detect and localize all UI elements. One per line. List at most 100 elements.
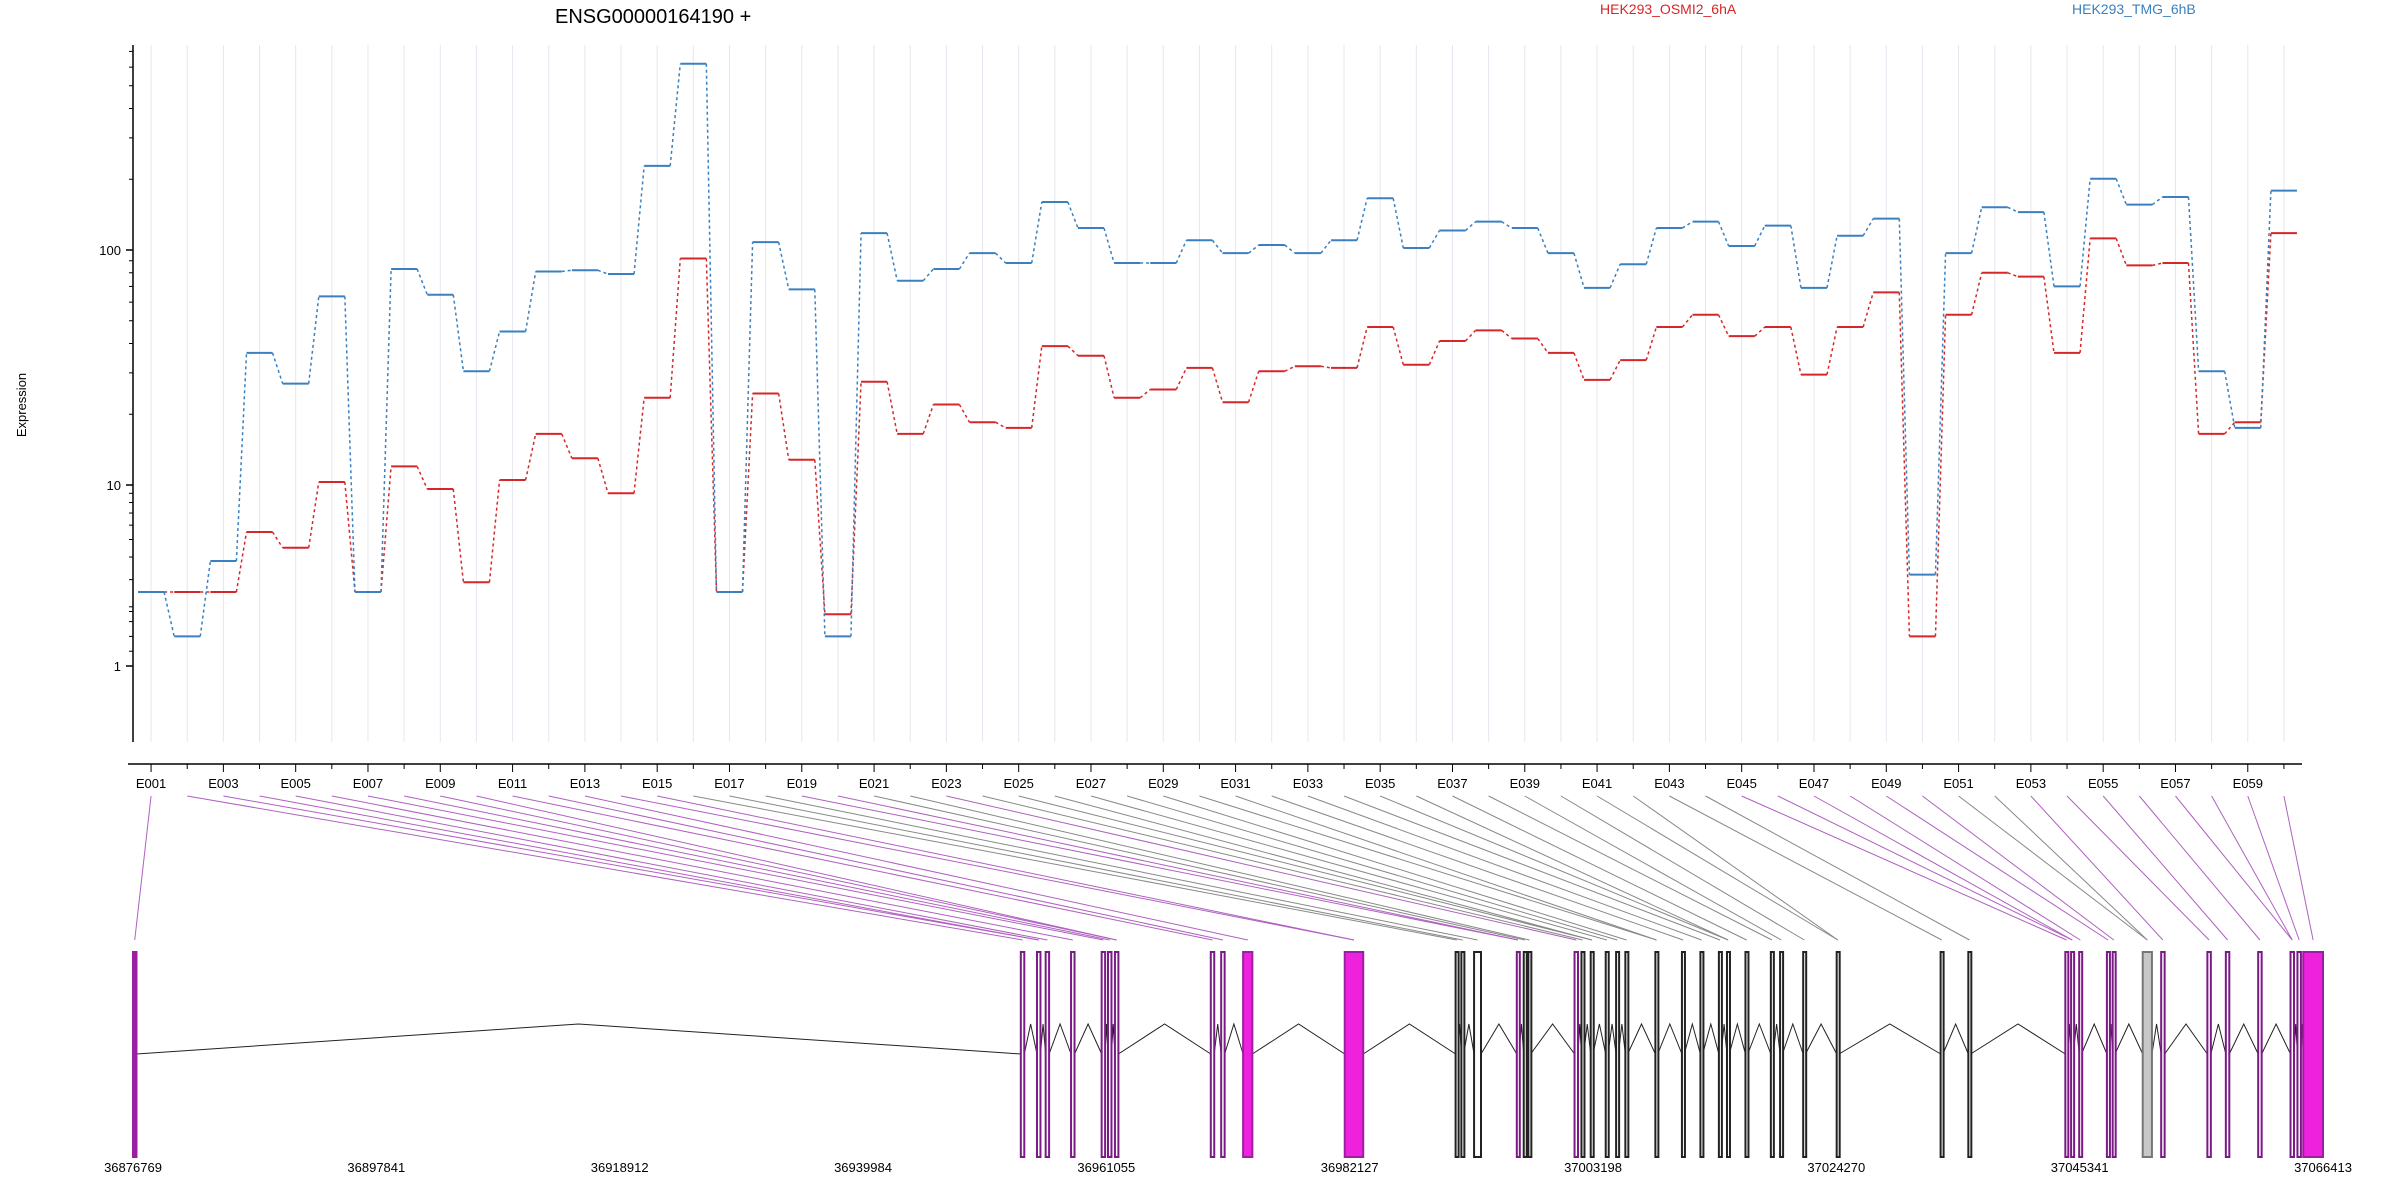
series-connector (1898, 218, 1911, 575)
series-connector (814, 459, 826, 615)
exon-block (1242, 951, 1254, 1158)
series-connector (488, 479, 501, 583)
series-connector (1320, 365, 1332, 369)
series-connector (1501, 329, 1513, 340)
series-connector (1573, 352, 1585, 381)
intron-line (1702, 1022, 1720, 1055)
series-connector (2079, 178, 2091, 287)
series-connector (2079, 238, 2091, 353)
exon-link (1669, 795, 1943, 941)
exon-link (187, 795, 1023, 941)
exon-block (1725, 951, 1731, 1158)
series-connector (1103, 355, 1115, 398)
exon-block (1717, 951, 1723, 1158)
exon-block (1699, 951, 1705, 1158)
exon-block (1779, 951, 1785, 1158)
series-connector (814, 289, 826, 637)
exon-block (1769, 951, 1775, 1158)
exon-link (584, 795, 1248, 941)
series-tmg (138, 62, 2297, 638)
exon-link (367, 795, 1104, 941)
exon-block (1515, 951, 1521, 1158)
series-connector (1248, 244, 1260, 254)
series-osmi2 (138, 232, 2297, 638)
exon-label: E033 (1293, 776, 1323, 791)
exon-link (1379, 795, 1729, 941)
exon-block (2078, 951, 2084, 1158)
series-connector (633, 165, 645, 275)
series-connector (1681, 221, 1693, 229)
exon-link (693, 795, 1457, 941)
exon-block (1220, 951, 1226, 1158)
series-connector (2043, 276, 2055, 353)
intron-line (2151, 1023, 2162, 1055)
intron-line (1747, 1022, 1772, 1055)
exon-link (1488, 795, 1773, 941)
series-connector (1067, 345, 1079, 357)
series-connector (1175, 367, 1188, 390)
exon-link (259, 795, 1039, 941)
exon-link (765, 795, 1478, 941)
series-connector (524, 433, 537, 481)
exon-label: E049 (1871, 776, 1901, 791)
series-connector (561, 433, 573, 459)
series-connector (1934, 314, 1947, 637)
exon-block (1939, 951, 1945, 1158)
coord-label: 37066413 (2294, 1160, 2352, 1175)
series-connector (1790, 326, 1802, 375)
series-connector (1030, 346, 1043, 428)
exon-link (2066, 795, 2210, 941)
exon-link (2175, 795, 2293, 941)
exon-link (1922, 795, 2115, 941)
series-connector (850, 233, 862, 637)
exon-label: E015 (642, 776, 672, 791)
series-connector (2187, 197, 2200, 372)
series-connector (380, 268, 392, 593)
series-connector (1862, 218, 1874, 237)
exon-link (1452, 795, 1747, 941)
exon-label: E031 (1220, 776, 1250, 791)
series-connector (705, 258, 718, 593)
exon-block (1522, 951, 1528, 1158)
intron-line (2081, 1022, 2108, 1055)
series-connector (1609, 263, 1621, 289)
exon-label: E045 (1726, 776, 1756, 791)
exon-link (1994, 795, 2148, 941)
genome-coordinate-axis: 36876769 36897841 36918912 36939984 36961055… (104, 1160, 2352, 1175)
intron-line (1048, 1022, 1072, 1055)
coord-label: 36876769 (104, 1160, 162, 1175)
series-connector (344, 296, 356, 593)
series-connector (1970, 207, 1983, 254)
series-connector (271, 352, 284, 384)
series-connector (1609, 359, 1621, 381)
series-connector (1645, 326, 1658, 361)
series-connector (2152, 262, 2163, 267)
exon-link (1705, 795, 1970, 941)
intron-line (1970, 1023, 2066, 1055)
intron-line (1480, 1023, 1518, 1055)
exon-link (873, 795, 1525, 941)
intron-line (1728, 1022, 1746, 1055)
intron-line (136, 1023, 1021, 1055)
intron-line (1362, 1023, 1456, 1055)
exon-block (1343, 951, 1365, 1158)
exon-block (1100, 951, 1107, 1158)
series-connector (777, 241, 790, 290)
series-connector (958, 252, 971, 270)
exon-link (1524, 795, 1782, 941)
exon-label: E043 (1654, 776, 1684, 791)
exon-label: E021 (859, 776, 889, 791)
series-connector (1284, 244, 1296, 254)
series-connector (2260, 190, 2272, 428)
series-connector (1826, 326, 1838, 375)
series-connector (1103, 227, 1115, 264)
series-connector (1211, 239, 1224, 254)
exon-link (1163, 795, 1627, 941)
exon-link (1849, 795, 2081, 941)
series-connector (597, 269, 609, 275)
exon-link (1307, 795, 1702, 941)
series-connector (633, 397, 645, 494)
series-connector (1139, 388, 1151, 399)
exon-link-lines (134, 795, 2314, 941)
